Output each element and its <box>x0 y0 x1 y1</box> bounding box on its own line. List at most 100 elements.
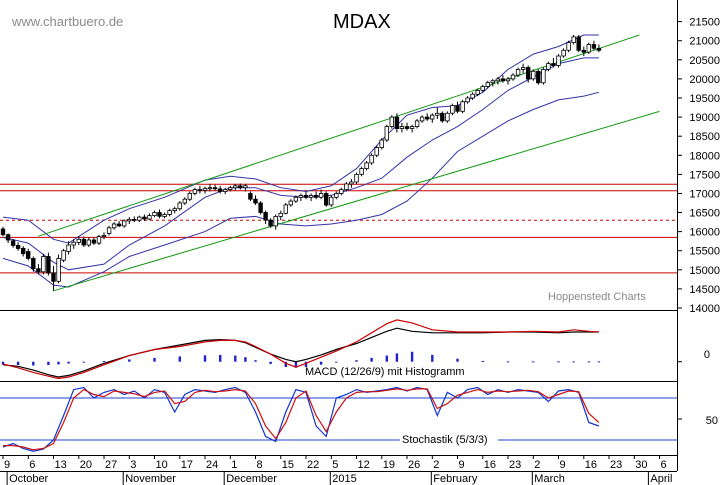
candle-body <box>465 97 470 103</box>
candle-body <box>243 185 248 189</box>
candle <box>394 113 400 133</box>
price-tick-label: 17500 <box>689 169 720 181</box>
candle <box>142 214 147 221</box>
candle <box>349 178 354 188</box>
candle-body <box>51 272 56 282</box>
candle-body <box>96 236 102 244</box>
candle <box>556 54 561 68</box>
date-tick-label: 1 <box>231 459 237 471</box>
price-tick-label: 21000 <box>689 36 720 48</box>
candle-body <box>81 238 86 246</box>
macd-hist-bar <box>203 355 207 362</box>
candle <box>233 183 238 191</box>
candle-body <box>546 63 551 70</box>
candle <box>172 206 177 214</box>
candle <box>101 232 107 240</box>
macd-hist-bar <box>234 355 237 362</box>
macd-hist-bar <box>587 361 590 363</box>
candle <box>546 61 551 72</box>
source-label: Hoppenstedt Charts <box>548 291 646 303</box>
candle-body <box>303 194 309 198</box>
bollinger-middle <box>2 57 599 271</box>
macd-label: MACD (12/26/9) mit Histogramm <box>305 366 465 378</box>
candle <box>339 187 344 196</box>
candle-body <box>71 241 76 246</box>
candle <box>15 242 21 251</box>
candle-body <box>419 116 425 122</box>
candle-body <box>349 181 354 185</box>
candle <box>455 101 460 114</box>
macd-hist-bar <box>319 361 323 365</box>
date-tick-label: 6 <box>29 459 35 471</box>
candle-body <box>127 218 132 222</box>
macd-hist-bar <box>506 361 510 363</box>
candle-body <box>399 126 405 129</box>
price-tick-label: 20500 <box>689 55 720 67</box>
candle <box>96 234 102 245</box>
date-tick-label: 5 <box>332 459 338 471</box>
candle-body <box>424 116 430 120</box>
candle-body <box>268 219 273 227</box>
candle <box>359 166 364 177</box>
candle-body <box>66 244 71 252</box>
date-tick-label: 9 <box>4 459 10 471</box>
candle <box>591 40 597 51</box>
candle <box>409 124 415 133</box>
candle <box>207 183 213 192</box>
candle <box>429 113 435 123</box>
candle-body <box>323 193 329 206</box>
candle-body <box>293 196 299 202</box>
candle <box>273 214 278 230</box>
candle <box>217 185 223 194</box>
candle <box>485 80 490 89</box>
macd-hist-bar <box>47 361 50 365</box>
candle <box>450 103 455 116</box>
date-tick-label: 17 <box>181 459 193 471</box>
candle <box>581 46 586 56</box>
candle-body <box>339 189 344 194</box>
candle <box>10 238 16 248</box>
candle <box>248 191 253 202</box>
candle <box>404 122 410 131</box>
candle <box>66 241 71 255</box>
bollinger-lower <box>2 91 600 288</box>
candle-body <box>15 244 21 249</box>
candle-body <box>10 240 16 246</box>
stoch-d-line <box>3 388 600 451</box>
candle-body <box>379 139 384 148</box>
candle-body <box>177 202 182 210</box>
macd-line <box>2 327 599 378</box>
panel-frames <box>0 0 678 472</box>
macd-hist-bar <box>67 361 70 364</box>
candle-body <box>394 116 400 129</box>
macd-panel <box>1 319 682 380</box>
candle-body <box>551 63 556 66</box>
macd-hist-bar <box>16 361 20 365</box>
month-label: December <box>226 473 277 485</box>
date-tick-label: 6 <box>661 459 667 471</box>
candle-body <box>192 189 198 194</box>
candle <box>500 75 506 83</box>
candle-body <box>495 78 501 82</box>
macd-hist-bar <box>254 360 257 362</box>
candle <box>414 119 420 129</box>
candle <box>116 220 122 228</box>
bollinger-upper <box>2 34 599 244</box>
candle <box>5 233 11 244</box>
candle <box>445 111 450 123</box>
candle-body <box>91 239 97 244</box>
candle <box>344 182 349 192</box>
price-tick-label: 16000 <box>689 227 720 239</box>
macd-zero-tick: 0 <box>704 349 710 361</box>
candle-body <box>369 154 374 164</box>
candle <box>566 40 571 53</box>
candle-body <box>187 193 192 200</box>
candle <box>465 96 470 104</box>
candle-body <box>182 198 187 204</box>
macd-hist-bar <box>294 361 298 368</box>
price-tick-label: 18000 <box>689 150 720 162</box>
date-axis: 9 6 13 20 27 3 10 17 24 1 8 15 22 5 12 19 26 2 9 16 23 2 9 16 23… <box>2 455 672 485</box>
candle <box>253 195 258 205</box>
candle-body <box>364 162 369 169</box>
bollinger-bands <box>2 34 600 288</box>
